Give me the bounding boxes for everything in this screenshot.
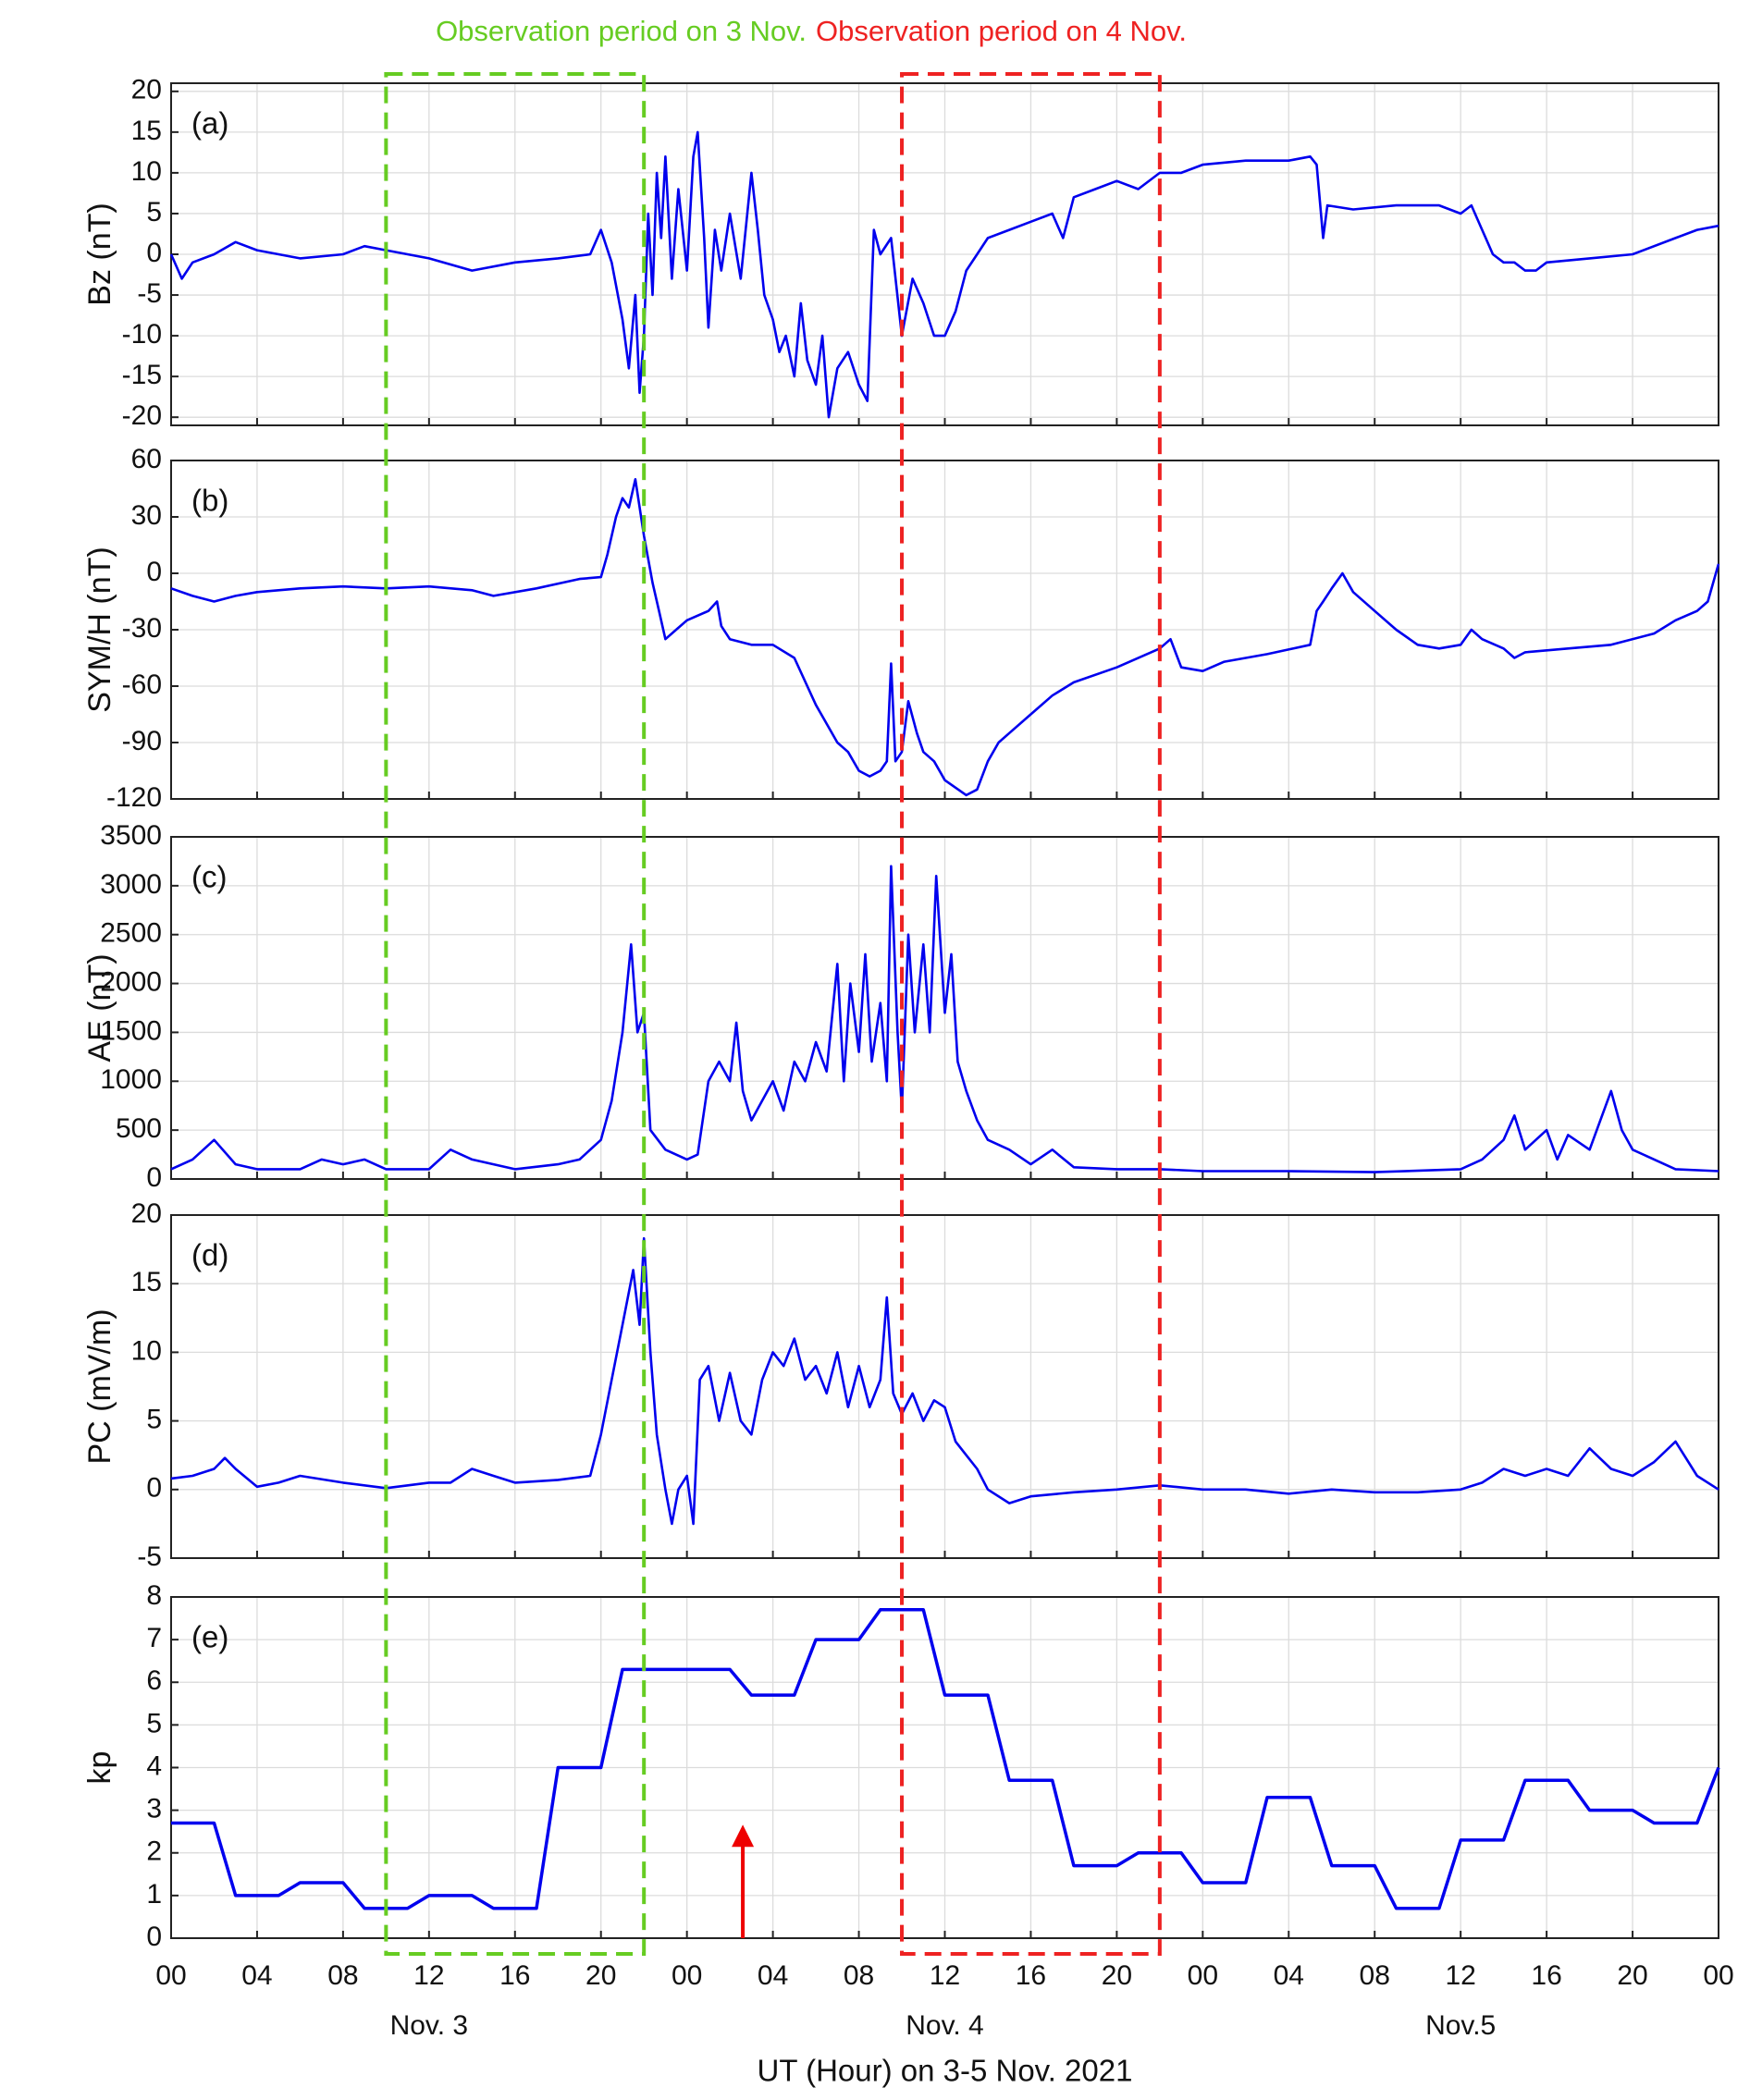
y-tick-label: -10 [122, 319, 162, 350]
y-axis-label: Bz (nT) [82, 203, 117, 305]
x-tick-label: 16 [499, 1960, 530, 1991]
date-label: Nov. 4 [906, 2010, 983, 2041]
panel-label: (a) [191, 106, 228, 141]
y-tick-label: -60 [122, 669, 162, 700]
x-tick-label: 08 [1360, 1960, 1390, 1991]
x-tick-label: 20 [1617, 1960, 1647, 1991]
y-tick-label: 7 [146, 1623, 162, 1653]
observation-box [384, 72, 647, 1956]
y-tick-label: 60 [131, 444, 162, 474]
x-tick-label: 12 [1445, 1960, 1475, 1991]
y-axis-label: AE (nT) [82, 953, 117, 1062]
x-tick-label: 00 [672, 1960, 702, 1991]
y-axis-label: SYM/H (nT) [82, 546, 117, 712]
x-tick-label: 20 [1102, 1960, 1132, 1991]
plot-frame [170, 460, 1719, 800]
x-tick-label: 16 [1531, 1960, 1561, 1991]
date-label: Nov.5 [1425, 2010, 1496, 2041]
y-axis-label: PC (mV/m) [82, 1308, 117, 1464]
data-line [170, 1236, 1719, 1526]
panel-label: (c) [191, 860, 227, 894]
y-tick-label: 30 [131, 500, 162, 531]
y-tick-label: 4 [146, 1750, 162, 1781]
x-tick-label: 00 [1188, 1960, 1218, 1991]
x-tick-label: 04 [758, 1960, 788, 1991]
plot-frame [170, 1214, 1719, 1559]
y-tick-label: -120 [106, 782, 162, 813]
x-tick-label: 04 [1274, 1960, 1304, 1991]
x-tick-label: 00 [155, 1960, 186, 1991]
x-tick-label: 08 [327, 1960, 358, 1991]
y-tick-label: 1 [146, 1879, 162, 1910]
y-tick-label: 3000 [100, 869, 162, 900]
x-tick-label: 00 [1703, 1960, 1733, 1991]
y-tick-label: 2500 [100, 918, 162, 949]
y-tick-label: -5 [137, 1541, 162, 1572]
y-tick-label: 0 [146, 238, 162, 268]
y-tick-label: 15 [131, 116, 162, 146]
y-tick-label: 15 [131, 1267, 162, 1297]
observation-box [900, 72, 1162, 1956]
x-tick-label: 08 [844, 1960, 874, 1991]
x-tick-label: 04 [241, 1960, 272, 1991]
y-tick-label: 20 [131, 75, 162, 105]
y-tick-label: 0 [146, 1922, 162, 1952]
x-tick-label: 20 [585, 1960, 616, 1991]
y-tick-label: 20 [131, 1198, 162, 1229]
y-tick-label: 8 [146, 1580, 162, 1611]
y-tick-label: 2 [146, 1836, 162, 1867]
y-tick-label: -5 [137, 278, 162, 309]
y-tick-label: 6 [146, 1665, 162, 1696]
x-tick-label: 12 [413, 1960, 444, 1991]
y-tick-label: 5 [146, 197, 162, 227]
data-line [170, 478, 1720, 797]
panel-label: (b) [191, 484, 228, 518]
x-tick-label: 12 [930, 1960, 960, 1991]
date-label: Nov. 3 [390, 2010, 468, 2041]
y-tick-label: 0 [146, 557, 162, 587]
y-axis-label: kp [82, 1751, 117, 1785]
y-tick-label: 500 [116, 1113, 162, 1144]
x-axis-label: UT (Hour) on 3-5 Nov. 2021 [758, 2054, 1133, 2088]
panel-label: (e) [191, 1620, 228, 1654]
data-line [169, 130, 1719, 419]
x-tick-label: 16 [1016, 1960, 1046, 1991]
y-tick-label: 0 [146, 1473, 162, 1504]
data-line [170, 865, 1719, 1173]
y-tick-label: -90 [122, 726, 162, 756]
y-tick-label: 1000 [100, 1064, 162, 1095]
y-tick-label: 1500 [100, 1015, 162, 1046]
y-tick-label: 5 [146, 1405, 162, 1435]
y-tick-label: -30 [122, 613, 162, 644]
data-line [171, 1608, 1720, 1910]
plot-frame [170, 836, 1719, 1180]
y-tick-label: 0 [146, 1162, 162, 1193]
y-tick-label: 10 [131, 1335, 162, 1366]
y-tick-label: 5 [146, 1708, 162, 1738]
y-tick-label: -20 [122, 400, 162, 431]
y-tick-label: 3 [146, 1794, 162, 1824]
y-tick-label: 10 [131, 156, 162, 187]
panel-label: (d) [191, 1238, 228, 1272]
y-tick-label: 2000 [100, 966, 162, 997]
y-tick-label: 3500 [100, 820, 162, 851]
observation-title: Observation period on 3 Nov. [436, 15, 807, 47]
y-tick-label: -15 [122, 360, 162, 390]
observation-title: Observation period on 4 Nov. [816, 15, 1187, 47]
